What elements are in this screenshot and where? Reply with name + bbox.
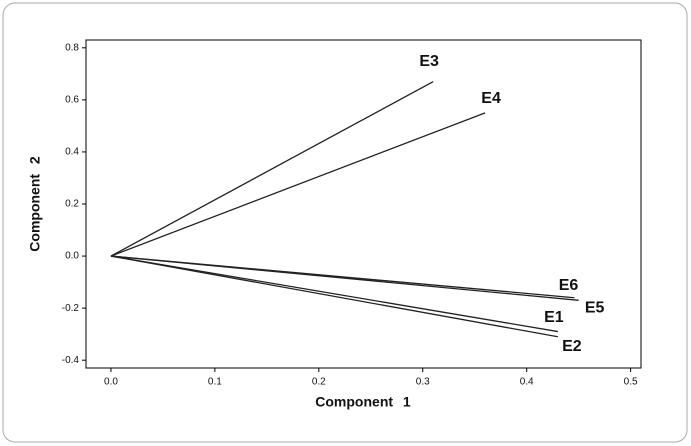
loading-vector (110, 81, 434, 257)
y-tick-label: -0.2 (62, 303, 80, 314)
y-axis-title: Component 2 (27, 156, 43, 252)
vector-label: E5 (585, 300, 605, 317)
vector-label: E4 (481, 90, 501, 107)
loading-vector (110, 112, 486, 257)
x-tick-label: 0.3 (416, 377, 430, 388)
vector-label: E2 (562, 338, 582, 355)
loading-vector (110, 255, 558, 333)
vector-label: E1 (544, 309, 564, 326)
x-tick-label: 0.2 (312, 377, 326, 388)
x-tick-label: 0.5 (624, 377, 638, 388)
y-tick-label: 0.4 (65, 147, 79, 158)
y-tick-label: 0.8 (65, 42, 79, 53)
vector-label: E3 (419, 53, 439, 70)
y-tick-label: 0.6 (65, 95, 79, 106)
x-tick-label: 0.1 (208, 377, 222, 388)
loading-vector (110, 255, 575, 299)
y-tick-label: 0.2 (65, 199, 79, 210)
y-tick-label: -0.4 (62, 355, 80, 366)
x-axis-title: Component 1 (315, 394, 411, 410)
loading-vector (110, 255, 558, 338)
x-tick-label: 0.4 (520, 377, 534, 388)
x-tick-label: 0.0 (104, 377, 118, 388)
vector-label: E6 (559, 277, 579, 294)
y-tick-label: 0.0 (65, 251, 79, 262)
